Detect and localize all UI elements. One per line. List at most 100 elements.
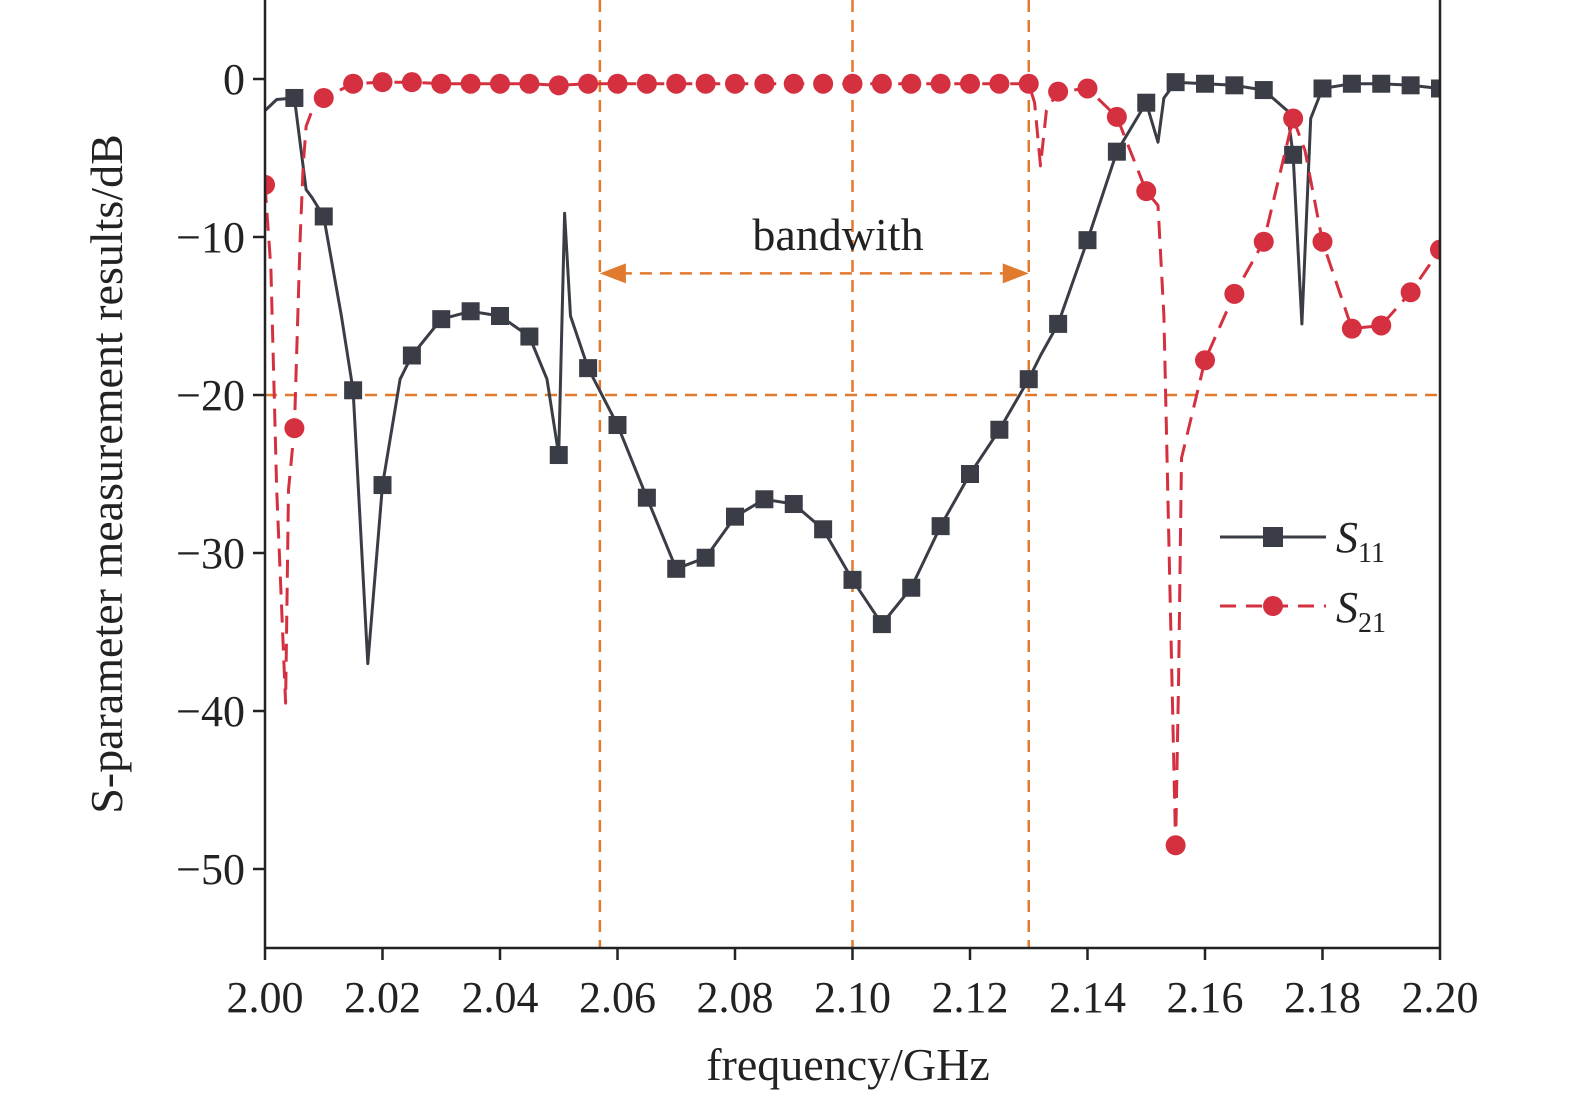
data-point-s11 bbox=[1313, 79, 1332, 98]
y-tick-label: −20 bbox=[176, 371, 245, 420]
y-tick-label: −10 bbox=[176, 213, 245, 262]
x-tick-label: 2.14 bbox=[1049, 973, 1126, 1022]
data-point-s11 bbox=[285, 88, 304, 107]
x-tick-label: 2.00 bbox=[227, 973, 304, 1022]
data-point-s11 bbox=[961, 465, 979, 483]
data-point-s11 bbox=[1342, 74, 1361, 93]
data-point-s21 bbox=[1018, 73, 1039, 94]
data-point-s21 bbox=[313, 87, 334, 108]
legend-label-s11: S11 bbox=[1336, 513, 1385, 569]
data-point-s11 bbox=[520, 327, 539, 346]
data-point-s21 bbox=[1400, 282, 1421, 303]
data-point-s11 bbox=[755, 490, 774, 509]
data-point-s11 bbox=[1049, 314, 1068, 333]
data-point-s11 bbox=[1284, 145, 1303, 164]
data-point-s21 bbox=[813, 73, 834, 94]
data-point-s21 bbox=[960, 73, 980, 94]
data-point-s11 bbox=[1254, 81, 1273, 100]
x-tick-label: 2.04 bbox=[462, 973, 539, 1022]
data-point-s11 bbox=[814, 520, 833, 539]
data-point-s11 bbox=[1019, 370, 1038, 389]
data-point-s21 bbox=[1165, 835, 1186, 856]
data-point-s21 bbox=[666, 73, 687, 94]
y-tick-label: −40 bbox=[176, 687, 245, 736]
data-point-s21 bbox=[1136, 181, 1157, 202]
bandwidth-annotation: bandwith bbox=[752, 209, 923, 260]
x-tick-label: 2.02 bbox=[344, 973, 421, 1022]
data-point-s21 bbox=[901, 73, 922, 94]
data-point-s21 bbox=[1430, 239, 1440, 260]
y-tick-label: −30 bbox=[176, 529, 245, 578]
data-point-s21 bbox=[754, 73, 775, 94]
legend-marker-s21 bbox=[1263, 596, 1283, 616]
x-tick-label: 2.18 bbox=[1284, 973, 1361, 1022]
data-point-s21 bbox=[1283, 108, 1304, 129]
data-point-s11 bbox=[344, 381, 363, 400]
data-point-s11 bbox=[1166, 73, 1185, 92]
data-point-s11 bbox=[1078, 231, 1097, 250]
legend: S11 S21 bbox=[1220, 513, 1386, 639]
data-point-s11 bbox=[402, 346, 421, 365]
data-point-s11 bbox=[373, 476, 392, 495]
data-point-s21 bbox=[1253, 231, 1274, 252]
data-point-s11 bbox=[637, 488, 656, 507]
data-point-s11 bbox=[608, 416, 627, 435]
x-tick-label: 2.16 bbox=[1167, 973, 1244, 1022]
data-point-s11 bbox=[931, 517, 950, 536]
data-point-s21 bbox=[265, 174, 275, 195]
data-point-s11 bbox=[1196, 74, 1214, 93]
data-point-s21 bbox=[1048, 81, 1069, 102]
legend-item-s21: S21 bbox=[1220, 583, 1386, 639]
legend-marker-s11 bbox=[1263, 527, 1283, 547]
data-point-s21 bbox=[284, 418, 305, 439]
bandwidth-arrowhead-left bbox=[599, 263, 626, 284]
data-point-s21 bbox=[1224, 283, 1245, 304]
data-point-s21 bbox=[1106, 106, 1127, 127]
data-point-s21 bbox=[460, 73, 481, 94]
data-point-s11 bbox=[784, 495, 803, 514]
legend-item-s11: S11 bbox=[1220, 513, 1385, 569]
legend-label-s21: S21 bbox=[1336, 583, 1386, 639]
data-point-s11 bbox=[667, 559, 686, 578]
data-point-s11 bbox=[1137, 93, 1156, 112]
x-tick-label: 2.10 bbox=[814, 973, 891, 1022]
data-point-s21 bbox=[695, 73, 716, 94]
data-point-s11 bbox=[696, 548, 715, 567]
data-point-s21 bbox=[519, 73, 540, 94]
data-point-s11 bbox=[990, 420, 1009, 439]
data-point-s11 bbox=[491, 307, 509, 325]
data-point-s21 bbox=[871, 73, 892, 94]
data-point-s21 bbox=[1312, 231, 1333, 252]
data-point-s11 bbox=[1401, 76, 1420, 95]
y-tick-label: −50 bbox=[176, 845, 245, 894]
data-point-s21 bbox=[842, 73, 863, 94]
data-point-s11 bbox=[579, 359, 598, 378]
data-point-s21 bbox=[372, 72, 393, 93]
x-tick-label: 2.12 bbox=[932, 973, 1009, 1022]
data-point-s21 bbox=[1077, 78, 1098, 99]
data-point-s11 bbox=[843, 570, 862, 589]
data-point-s21 bbox=[1341, 318, 1362, 339]
data-point-s11 bbox=[902, 578, 921, 597]
data-point-s21 bbox=[636, 73, 657, 94]
data-point-s21 bbox=[607, 73, 628, 94]
series-s21 bbox=[265, 72, 1440, 856]
data-point-s21 bbox=[578, 73, 599, 94]
data-point-s21 bbox=[1195, 350, 1215, 371]
data-point-s21 bbox=[431, 73, 452, 94]
series-layer bbox=[265, 72, 1440, 856]
y-axis-title: S-parameter measurement results/dB bbox=[81, 134, 132, 814]
data-point-s21 bbox=[783, 73, 804, 94]
data-point-s21 bbox=[1371, 315, 1392, 336]
data-point-s21 bbox=[401, 72, 422, 93]
data-point-s21 bbox=[930, 73, 951, 94]
x-axis-title: frequency/GHz bbox=[706, 1039, 990, 1090]
data-point-s11 bbox=[1225, 76, 1244, 95]
data-point-s11 bbox=[549, 446, 568, 465]
annotation-layer: bandwith bbox=[599, 209, 1029, 284]
data-point-s11 bbox=[1372, 74, 1391, 93]
data-point-s21 bbox=[490, 73, 510, 94]
data-point-s11 bbox=[726, 507, 744, 526]
data-point-s11 bbox=[872, 615, 891, 634]
